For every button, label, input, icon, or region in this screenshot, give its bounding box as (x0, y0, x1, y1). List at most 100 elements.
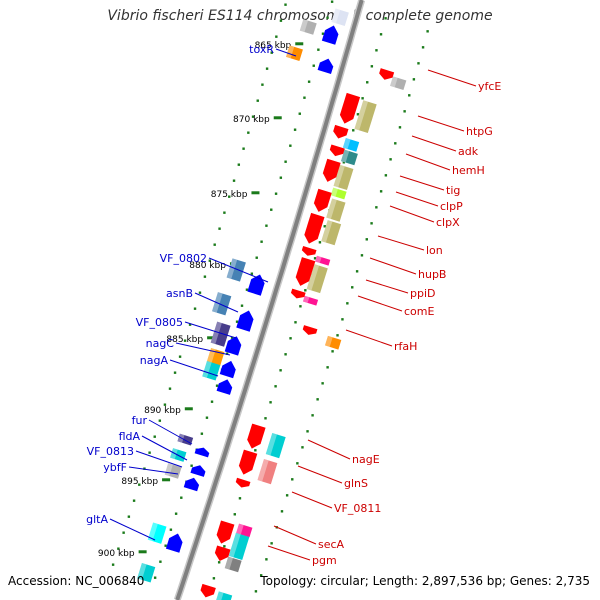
forward-gene-label: VF_0802 (160, 252, 207, 265)
forward-gene-feature (137, 563, 156, 583)
reverse-cds-arrow (301, 246, 317, 256)
forward-gene-label: ybfF (103, 461, 127, 474)
reverse-gene-feature (236, 523, 253, 538)
reverse-gene-label: pgm (312, 554, 337, 567)
ring-dot (233, 513, 236, 516)
reverse-cds-arrow (238, 449, 258, 475)
reverse-gene-feature (257, 459, 278, 485)
backbone-line (175, 0, 364, 600)
ring-dot (143, 467, 146, 470)
forward-gene-label: VF_0813 (87, 445, 134, 458)
ring-dot (379, 190, 383, 193)
ring-dot (117, 547, 120, 550)
reverse-cds-arrow (295, 257, 316, 286)
reverse-cds-arrow (333, 124, 349, 139)
topology-label: Topology: circular; Length: 2,897,536 bp… (260, 574, 590, 588)
ring-dot (237, 163, 241, 166)
ring-dot (212, 577, 216, 580)
ring-dot (360, 254, 364, 257)
ring-dot (122, 531, 125, 534)
ring-dot (384, 17, 387, 20)
ring-dot (270, 208, 273, 211)
ring-dot (298, 112, 301, 115)
reverse-gene-label: secA (318, 538, 345, 551)
ring-dot (269, 401, 272, 404)
kbp-tick-mark (162, 478, 171, 482)
ring-dot (279, 369, 282, 372)
ring-dot (336, 334, 339, 337)
reverse-cds-arrow (247, 423, 266, 449)
ring-dot (198, 291, 202, 294)
ring-dot (261, 83, 264, 86)
ring-dot (289, 337, 292, 340)
reverse-cds-arrow (329, 144, 345, 157)
ring-dot (307, 80, 311, 83)
ring-dot (312, 64, 315, 67)
forward-gene-label: fur (132, 414, 148, 427)
reverse-cds-arrow (302, 325, 318, 335)
ring-dot (355, 270, 359, 273)
ring-dot (412, 78, 416, 81)
reverse-gene-feature (224, 556, 242, 573)
ring-dot (330, 0, 334, 3)
ring-dot (398, 126, 402, 129)
forward-cds-arrow (194, 447, 210, 458)
ring-dot (311, 414, 314, 417)
ring-dot (351, 286, 354, 289)
forward-gene-leader (275, 48, 297, 57)
reverse-gene-label: hupB (418, 268, 446, 281)
forward-cds-arrow (219, 360, 236, 379)
ring-dot (164, 544, 167, 547)
ring-dot (111, 563, 115, 566)
reverse-cds-arrow (339, 92, 361, 124)
reverse-gene-feature (212, 591, 233, 600)
forward-cds-arrow (216, 379, 233, 395)
forward-gene-leader (109, 518, 156, 541)
reverse-cds-arrow (322, 158, 341, 182)
ring-dot (265, 558, 268, 561)
ring-dot (317, 48, 320, 51)
ring-dot (361, 97, 364, 100)
reverse-cds-arrow (379, 68, 395, 80)
ring-dot (285, 494, 289, 497)
ring-dot (250, 272, 254, 275)
kbp-tick-mark (295, 42, 304, 46)
ring-dot (168, 387, 172, 390)
ring-dot (356, 113, 360, 116)
ring-dot (240, 304, 244, 307)
ring-dot (341, 318, 344, 321)
ring-dot (370, 222, 373, 225)
ring-dot (203, 275, 207, 278)
ring-dot (169, 528, 173, 531)
ring-dot (158, 419, 162, 422)
forward-gene-leader (128, 466, 179, 475)
forward-cds-arrow (183, 477, 200, 492)
reverse-gene-feature (324, 335, 342, 350)
forward-cds-arrow (317, 58, 334, 75)
reverse-gene-label: VF_0811 (334, 502, 381, 515)
kbp-tick-label: 875 kbp (211, 190, 248, 200)
ring-dot (321, 32, 325, 35)
reverse-cds-arrow (290, 288, 306, 299)
ring-dot (148, 451, 151, 454)
reverse-gene-leader (389, 205, 435, 223)
reverse-gene-feature (354, 100, 377, 134)
ring-dot (254, 449, 257, 452)
reverse-gene-label: clpX (436, 216, 460, 229)
ring-dot (180, 496, 183, 499)
forward-cds-arrow (247, 274, 265, 296)
ring-dot (200, 432, 204, 435)
ring-dot (178, 355, 182, 358)
ring-dot (284, 3, 287, 6)
ring-dot (421, 46, 425, 49)
forward-gene-feature (212, 292, 232, 316)
forward-cds-arrow (190, 465, 206, 477)
forward-gene-feature (331, 8, 349, 27)
reverse-cds-arrow (313, 188, 332, 212)
kbp-tick-label: 900 kbp (98, 549, 135, 559)
forward-gene-label: nagC (146, 337, 175, 350)
reverse-gene-label: tig (446, 184, 460, 197)
ring-dot (326, 366, 329, 369)
forward-gene-leader (194, 292, 239, 313)
ring-dot (270, 51, 273, 54)
